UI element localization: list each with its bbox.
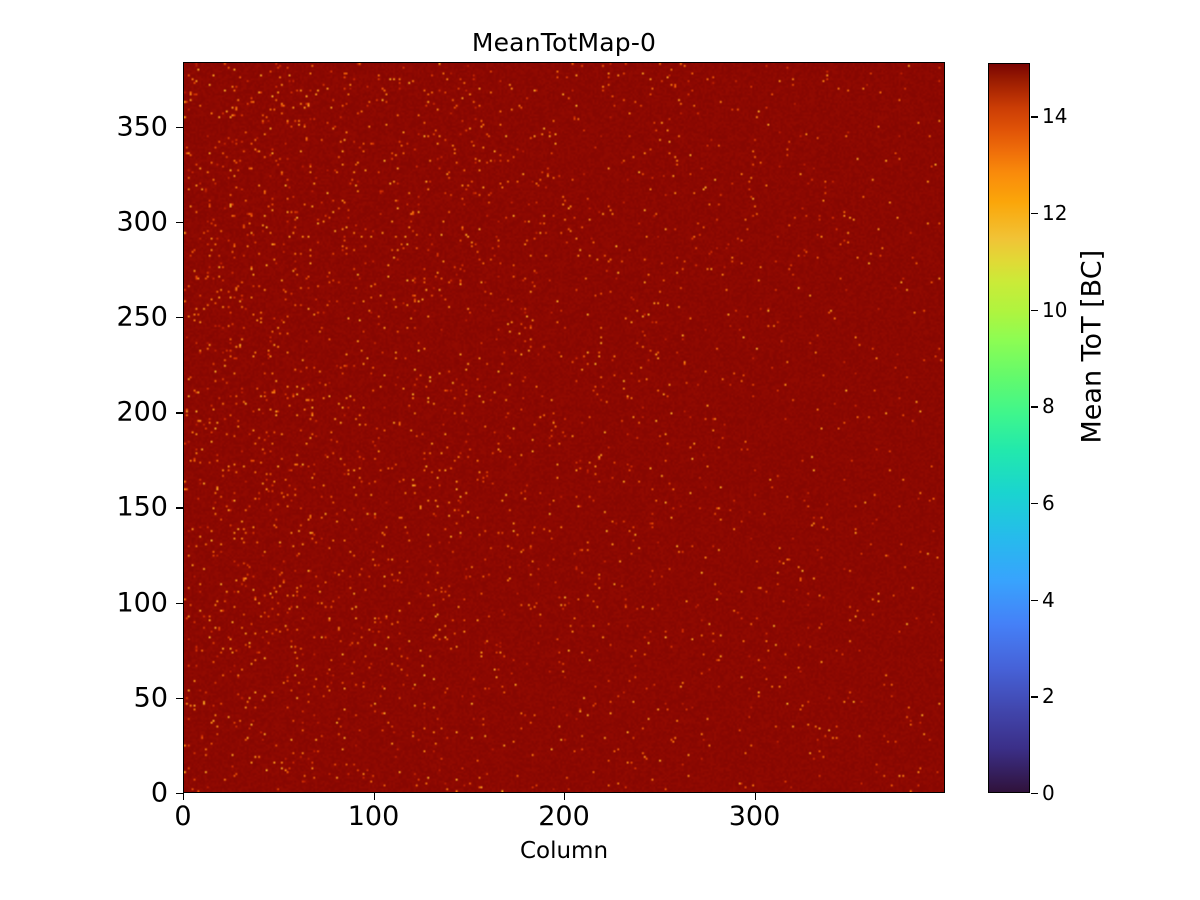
y-tick-label: 0 [150,777,168,809]
colorbar-tick-label: 10 [1042,297,1068,322]
y-tick-mark [176,412,183,414]
colorbar-tick-label: 8 [1042,394,1055,419]
colorbar-tick-mark [1031,212,1038,215]
y-tick-mark [176,126,183,129]
colorbar-tick-mark [1031,793,1038,795]
y-tick-mark [176,221,183,224]
y-tick-mark [176,602,183,605]
colorbar-tick-label: 2 [1042,684,1055,709]
x-tick-label: 200 [538,801,590,832]
x-tick-mark [183,793,185,800]
y-tick-label: 100 [116,587,168,619]
colorbar-tick-mark [1031,406,1038,408]
colorbar-tick-label: 14 [1042,104,1068,129]
y-tick-mark [176,507,183,509]
x-tick-label: 0 [174,801,192,832]
y-tick-mark [176,697,183,700]
y-tick-label: 300 [116,206,168,238]
colorbar-tick-mark [1031,696,1038,698]
colorbar-tick-label: 4 [1042,587,1055,612]
colorbar-tick-mark [1031,502,1038,505]
colorbar[interactable] [988,63,1030,793]
x-axis-label: Column [519,838,609,864]
x-tick-label: 300 [728,801,781,832]
y-tick-mark [176,793,183,795]
colorbar-tick-label: 0 [1042,781,1055,805]
y-tick-label: 250 [116,301,168,333]
heatmap-axes[interactable] [183,62,945,793]
colorbar-tick-mark [1031,599,1038,601]
colorbar-tick-mark [1031,309,1038,311]
y-tick-label: 50 [133,682,168,714]
x-tick-mark [373,793,375,800]
y-tick-mark [176,317,183,319]
page-title: MeanTotMap-0 [471,28,657,57]
colorbar-tick-label: 6 [1042,490,1055,515]
y-tick-label: 150 [116,491,168,523]
x-tick-mark [564,793,566,800]
x-tick-label: 100 [347,801,400,832]
heatmap-image[interactable] [184,63,944,792]
y-tick-label: 200 [116,396,168,428]
x-tick-mark [754,793,756,800]
colorbar-label: Mean ToT [BC] [1076,249,1108,444]
colorbar-tick-mark [1031,116,1038,118]
colorbar-tick-label: 12 [1042,200,1068,225]
y-tick-label: 350 [116,111,168,143]
